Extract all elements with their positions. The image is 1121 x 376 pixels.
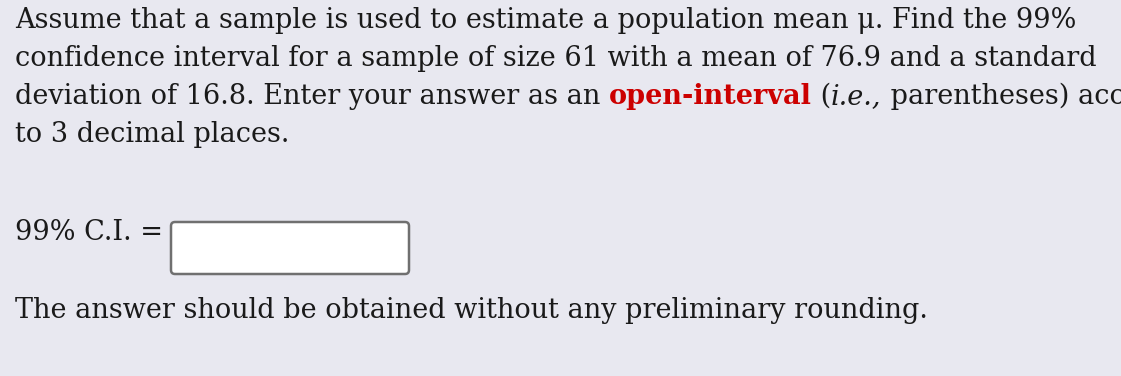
Text: (: ( <box>812 83 831 110</box>
Text: 99% C.I. =: 99% C.I. = <box>15 219 163 246</box>
FancyBboxPatch shape <box>172 222 409 274</box>
Text: parentheses) accurate: parentheses) accurate <box>881 83 1121 110</box>
Text: The answer should be obtained without any preliminary rounding.: The answer should be obtained without an… <box>15 297 928 324</box>
Text: to 3 decimal places.: to 3 decimal places. <box>15 121 289 148</box>
Text: open-interval: open-interval <box>609 83 812 110</box>
Text: confidence interval for a sample of size 61 with a mean of 76.9 and a standard: confidence interval for a sample of size… <box>15 45 1096 72</box>
Text: Assume that a sample is used to estimate a population mean μ. Find the 99%: Assume that a sample is used to estimate… <box>15 7 1076 34</box>
Text: i.e.,: i.e., <box>831 83 881 110</box>
Text: deviation of 16.8. Enter your answer as an: deviation of 16.8. Enter your answer as … <box>15 83 609 110</box>
